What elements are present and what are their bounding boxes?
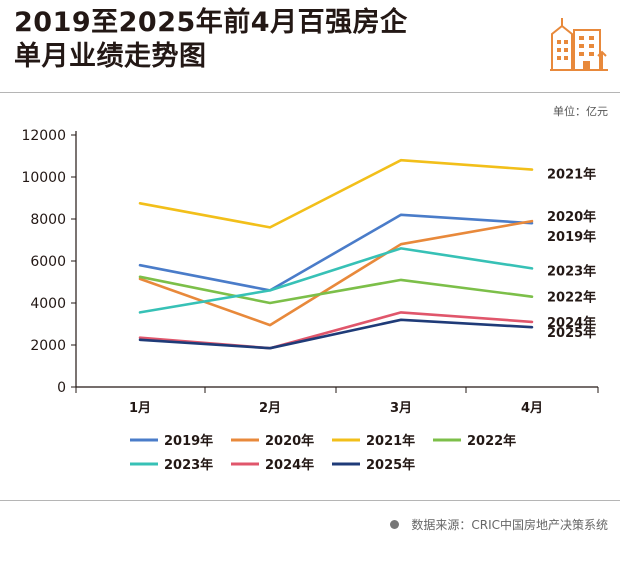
series-line-2022年 <box>138 275 534 305</box>
legend-label: 2020年 <box>265 433 314 449</box>
y-tick-label: 2000 <box>30 338 66 354</box>
x-tick-label: 1月 <box>129 401 151 416</box>
legend-label: 2023年 <box>164 457 213 473</box>
series-end-label: 2024年 <box>547 315 596 331</box>
y-tick-label: 0 <box>57 380 66 396</box>
chart-title: 2019至2025年前4月百强房企 单月业绩走势图 <box>14 6 514 74</box>
footer-divider <box>0 500 620 501</box>
legend-label: 2022年 <box>467 433 516 449</box>
data-source: 数据来源：CRIC中国房地产决策系统 <box>390 516 608 533</box>
x-tick-label: 4月 <box>521 401 543 416</box>
series-end-label: 2019年 <box>547 229 596 245</box>
x-tick-label: 3月 <box>390 401 412 416</box>
series-line-2025年 <box>138 318 534 350</box>
line-chart: 0 2000 4000 6000 8000 10000 12000 1月 2月 3月 4月 2019年… <box>21 128 599 473</box>
series-line-2021年 <box>138 158 534 229</box>
legend-label: 2024年 <box>265 457 314 473</box>
header-divider <box>0 92 620 93</box>
series-line-2019年 <box>138 213 534 292</box>
data-source-text: 数据来源：CRIC中国房地产决策系统 <box>411 518 608 532</box>
series-end-label: 2020年 <box>547 209 596 225</box>
series-end-label: 2023年 <box>547 263 596 279</box>
series-line-2020年 <box>138 219 534 327</box>
series-end-label: 2025年 <box>547 325 596 341</box>
y-tick-label: 10000 <box>21 170 66 186</box>
city-buildings-icon <box>550 18 608 71</box>
legend-label: 2021年 <box>366 433 415 449</box>
source-bullet-icon <box>390 520 400 529</box>
unit-label: 单位：亿元 <box>553 105 608 118</box>
series-end-label: 2021年 <box>547 167 596 183</box>
y-tick-label: 6000 <box>30 254 66 270</box>
x-tick-label: 2月 <box>259 401 281 416</box>
series-line-2023年 <box>138 247 534 314</box>
y-tick-label: 12000 <box>21 128 66 144</box>
chart-title-line-2: 单月业绩走势图 <box>14 41 207 72</box>
legend-label: 2025年 <box>366 457 415 473</box>
y-tick-label: 4000 <box>30 296 66 312</box>
legend-label: 2019年 <box>164 433 213 449</box>
y-tick-label: 8000 <box>30 212 66 228</box>
series-end-label: 2022年 <box>547 290 596 306</box>
chart-title-line-1: 2019至2025年前4月百强房企 <box>14 7 408 38</box>
